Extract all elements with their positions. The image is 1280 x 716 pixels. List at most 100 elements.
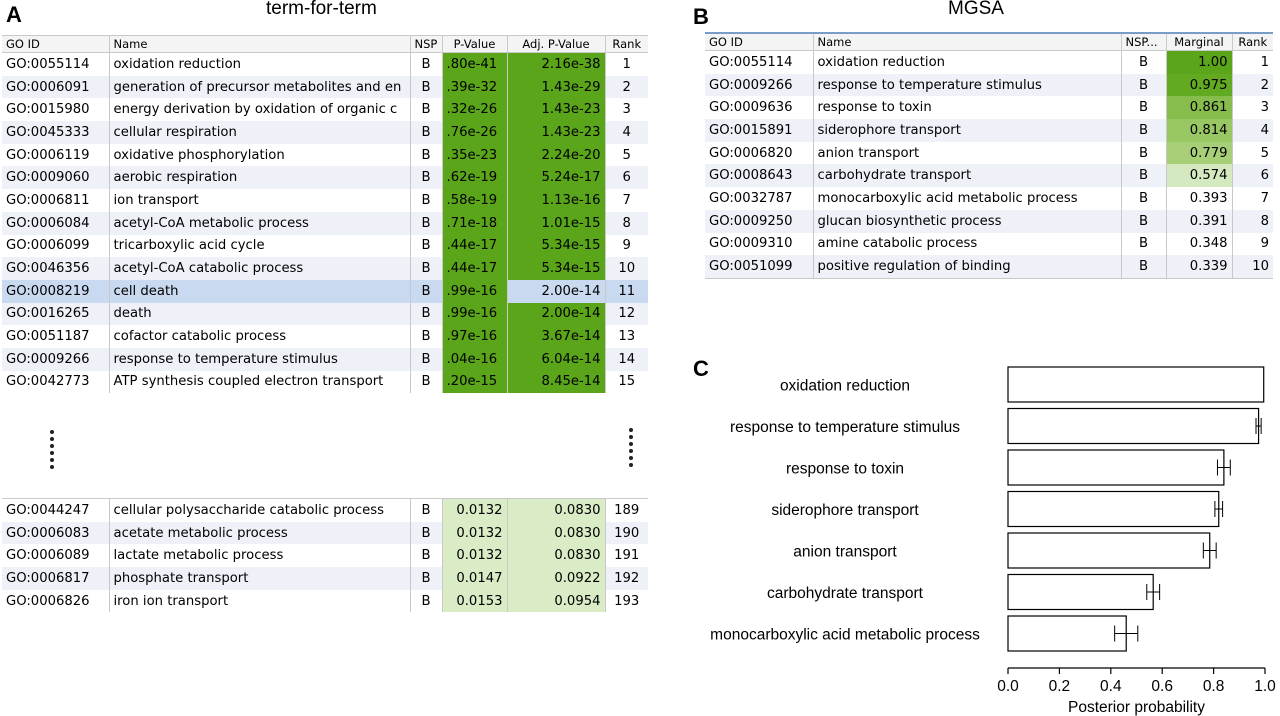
go-id-cell: GO:0009250 (705, 209, 814, 233)
adj-p-value-cell: 0.0922 (507, 567, 606, 590)
nsp-cell: B (410, 544, 443, 568)
term-name-cell: iron ion transport (109, 589, 411, 613)
adj-p-value-cell: 8.45e-14 (507, 370, 606, 394)
adj-p-value-cell: 1.43e-29 (507, 75, 606, 99)
table-row[interactable]: GO:0009266 response to temperature stimul… (2, 347, 648, 371)
term-name-cell: tricarboxylic acid cycle (109, 234, 411, 258)
nsp-cell: B (410, 498, 443, 522)
adj-p-value-cell: 0.0830 (507, 521, 606, 545)
table-row[interactable]: GO:0042773 ATP synthesis coupled electron… (2, 370, 648, 394)
table-row[interactable]: GO:0008219 cell death B .99e-16 2.00e-14 11 (2, 279, 648, 303)
table-row[interactable]: GO:0006089 lactate metabolic process B 0.01… (2, 544, 648, 568)
table-row[interactable]: GO:0046356 acetyl-CoA catabolic process B.… (2, 257, 648, 280)
nsp-cell: B (1121, 50, 1167, 74)
go-id-cell: GO:0008219 (2, 279, 110, 303)
term-name-cell: oxidative phosphorylation (109, 143, 411, 167)
term-name-cell: lactate metabolic process (109, 544, 411, 568)
term-name-cell: acetate metabolic process (109, 521, 411, 545)
nsp-cell: B (1121, 141, 1167, 165)
table-row[interactable]: GO:0045333 cellular respiration B .76e-26 1.… (2, 121, 648, 144)
table-row[interactable]: GO:0016265 death B .99e-16 2.00e-14 12 (2, 302, 648, 326)
nsp-cell: B (410, 189, 443, 212)
nsp-cell: B (410, 166, 443, 190)
p-value-cell: 0.0132 (442, 544, 508, 568)
go-id-cell: GO:0015980 (2, 98, 110, 122)
table-row[interactable]: GO:0009250 glucan biosynthetic process B 0.… (705, 209, 1273, 233)
x-tick-label: 0.6 (1151, 678, 1173, 695)
ellipsis-dots-left (50, 430, 54, 472)
term-name-cell: death (109, 302, 411, 326)
table-row[interactable]: GO:0032787 monocarboxylic acid metabolic … (705, 187, 1273, 210)
table-row[interactable]: GO:0008643 carbohydrate transport B 0.574 6 (705, 164, 1273, 188)
term-name-cell: carbohydrate transport (813, 164, 1122, 188)
bar (1007, 573, 1154, 611)
x-tick-label: 1.0 (1254, 678, 1276, 695)
p-value-cell: .76e-26 (442, 121, 508, 144)
table-row[interactable]: GO:0009266 response to temperature stimul… (705, 73, 1273, 97)
table-row[interactable]: GO:0006119 oxidative phosphorylation B .35e… (2, 143, 648, 167)
p-value-cell: .80e-41 (442, 52, 508, 76)
rank-cell: 2 (605, 75, 648, 99)
go-id-cell: GO:0046356 (2, 257, 110, 280)
term-name-cell: oxidation reduction (813, 50, 1122, 74)
table-row[interactable]: GO:0051187 cofactor catabolic process B .97… (2, 325, 648, 348)
table-row[interactable]: GO:0006826 iron ion transport B 0.0153 0.095… (2, 589, 648, 613)
adj-p-value-cell: 1.01e-15 (507, 211, 606, 235)
term-name-cell: phosphate transport (109, 567, 411, 590)
rank-cell: 9 (622, 238, 631, 254)
table-row[interactable]: GO:0006083 acetate metabolic process B 0.01… (2, 521, 648, 545)
panel-a-title: term-for-term (266, 0, 377, 19)
ellipsis-dots-right (629, 428, 633, 470)
nsp-cell: B (410, 234, 443, 258)
table-row[interactable]: GO:0015980 energy derivation by oxidation… (2, 98, 648, 122)
table-row[interactable]: GO:0006811 ion transport B .58e-19 1.13e-16 7 (2, 189, 648, 212)
table-row[interactable]: GO:0009310 amine catabolic process B 0.348 9 (705, 232, 1273, 256)
marginal-cell: 0.861 (1166, 96, 1233, 120)
adj-p-value-cell: 2.00e-14 (507, 279, 606, 303)
rank-cell: 10 (605, 257, 648, 280)
p-value-cell: .44e-17 (442, 257, 508, 280)
p-value-cell: .97e-16 (442, 325, 508, 348)
table-row[interactable]: GO:0006817 phosphate transport B 0.0147 0.09… (2, 567, 648, 590)
table-row[interactable]: GO:0055114 oxidation reduction B .80e-41 2.1… (2, 52, 648, 76)
panel-b-title: MGSA (948, 0, 1004, 19)
nsp-cell: B (1121, 119, 1167, 142)
nsp-cell: B (410, 52, 443, 76)
table-row[interactable]: GO:0006820 anion transport B 0.779 5 (705, 141, 1273, 165)
go-id-cell: GO:0006084 (2, 211, 110, 235)
table-row[interactable]: GO:0055114 oxidation reduction B 1.00 1 (705, 50, 1273, 74)
rank-cell: 3 (1260, 100, 1269, 116)
go-id-header: GO ID (705, 32, 814, 51)
p-value-cell: .04e-16 (442, 347, 508, 371)
table-row[interactable]: GO:0006099 tricarboxylic acid cycle B .44e-… (2, 234, 648, 258)
rank-cell: 8 (1232, 209, 1273, 233)
term-name-cell: siderophore transport (813, 119, 1122, 142)
rank-cell: 191 (614, 548, 640, 564)
go-id-cell: GO:0044247 (2, 498, 110, 522)
go-id-cell: GO:0006119 (2, 143, 110, 167)
nsp-cell: B (410, 302, 443, 326)
table-row[interactable]: GO:0006084 acetyl-CoA metabolic process B.… (2, 211, 648, 235)
go-id-cell: GO:0006089 (2, 544, 110, 568)
nsp-cell: B (410, 98, 443, 122)
nsp-cell: B (410, 75, 443, 99)
adj-p-value-cell: 6.04e-14 (507, 347, 606, 371)
table-row[interactable]: GO:0044247 cellular polysaccharide catabo… (2, 498, 648, 522)
nsp-cell: B (410, 211, 443, 235)
nsp-header: NSP (410, 35, 443, 53)
marginal-cell: 0.391 (1166, 209, 1233, 233)
term-name-cell: aerobic respiration (109, 166, 411, 190)
term-name-cell: ion transport (109, 189, 411, 212)
adj-p-value-cell: 1.13e-16 (507, 189, 606, 212)
table-row[interactable]: GO:0009060 aerobic respiration B .62e-19 5.2… (2, 166, 648, 190)
table-row[interactable]: GO:0006091 generation of precursor metabo… (2, 75, 648, 99)
term-name-cell: cellular polysaccharide catabolic proces… (109, 498, 411, 522)
category-label: response to temperature stimulus (730, 419, 960, 436)
marginal-cell: 0.348 (1166, 232, 1233, 256)
table-row[interactable]: GO:0015891 siderophore transport B 0.814 4 (705, 119, 1273, 142)
category-label: oxidation reduction (780, 378, 910, 395)
marginal-cell: 0.975 (1166, 73, 1233, 97)
term-name-cell: energy derivation by oxidation of organi… (109, 98, 411, 122)
table-row[interactable]: GO:0051099 positive regulation of binding… (705, 255, 1273, 279)
table-row[interactable]: GO:0009636 response to toxin B 0.861 3 (705, 96, 1273, 120)
